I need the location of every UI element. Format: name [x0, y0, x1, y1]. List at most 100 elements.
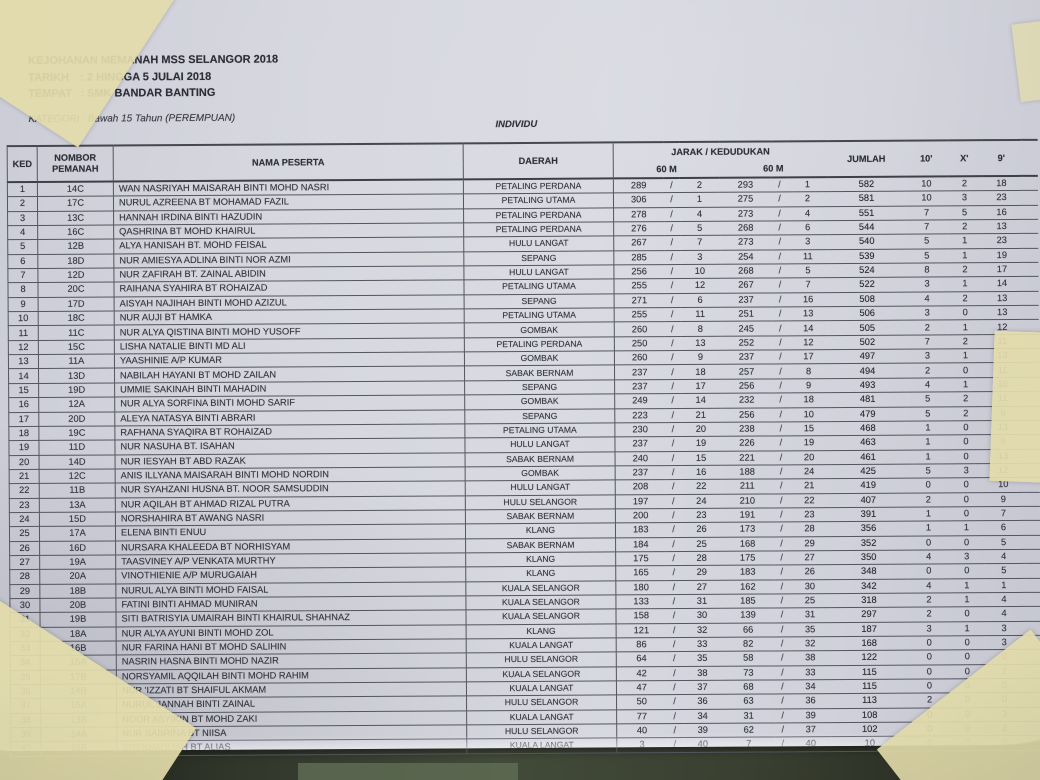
cell-score1: 260 [614, 350, 665, 366]
cell-score1: 158 [615, 608, 667, 624]
cell-nombor: 19D [38, 382, 115, 398]
cell-ten: 4 [906, 291, 949, 307]
cell-jumlah: 506 [828, 306, 907, 322]
cell-score1: 133 [615, 594, 666, 610]
cell-score2: 221 [721, 450, 774, 466]
slash: / [773, 493, 790, 508]
slash: / [772, 292, 789, 308]
cell-daerah: KLANG [465, 523, 616, 539]
cell-score2: 191 [721, 507, 774, 523]
cell-nine: 5 [983, 563, 1024, 579]
cell-daerah: HULU SELANGOR [466, 652, 617, 668]
slash: / [665, 594, 682, 609]
cell-x: 3 [949, 463, 984, 479]
cell-ten: 3 [906, 349, 949, 364]
cell-nombor: 12B [37, 239, 114, 255]
cell-score1: 42 [616, 666, 667, 681]
cell-daerah: PETALING PERDANA [463, 178, 614, 195]
cell-rank1: 19 [680, 436, 722, 452]
cell-rank2: 38 [790, 650, 831, 666]
cell-rank2: 16 [788, 292, 829, 307]
cell-x: 1 [949, 592, 984, 608]
cell-daerah: KUALA LANGAT [466, 738, 617, 754]
col-header-60m-1: 60 M [613, 161, 720, 179]
cell-rank2: 20 [789, 450, 830, 465]
cell-jumlah: 391 [829, 507, 908, 522]
cell-rank1: 24 [681, 493, 722, 509]
cell-rank2: 24 [789, 464, 830, 480]
slash: / [666, 637, 683, 652]
cell-x: 1 [948, 348, 983, 364]
cell-daerah: KUALA SELANGOR [465, 580, 616, 596]
cell-daerah: HULU LANGAT [463, 264, 614, 281]
slash: / [665, 465, 682, 480]
cell-nine: 19 [981, 248, 1022, 263]
cell-jumlah: 350 [829, 550, 908, 565]
cell-score1: 183 [615, 522, 666, 538]
cell-rank2: 17 [788, 349, 829, 365]
cell-nine: 23 [981, 233, 1022, 249]
slash: / [666, 723, 683, 739]
cell-x: 0 [949, 449, 984, 464]
cell-rank1: 27 [681, 579, 722, 595]
cell-score1: 50 [616, 694, 667, 710]
cell-score1: 289 [613, 178, 664, 194]
cell-rank1: 17 [680, 379, 721, 394]
cell-score2: 188 [721, 464, 774, 480]
slash: / [666, 694, 683, 710]
cell-nine: 13 [982, 291, 1023, 306]
cell-x: 5 [947, 205, 982, 220]
cell-nombor: 13D [38, 368, 115, 384]
cell-daerah: SEPANG [464, 293, 615, 309]
cell-x: 0 [949, 606, 985, 622]
cell-x: 3 [947, 191, 982, 206]
cell-spacer [1023, 606, 1040, 622]
cell-rank2: 26 [789, 564, 830, 580]
cell-rank1: 6 [680, 293, 721, 308]
slash: / [771, 220, 788, 236]
cell-score2: 257 [720, 364, 773, 380]
cell-nombor: 18D [37, 253, 114, 269]
cell-x: 1 [948, 377, 983, 393]
cell-score2: 31 [722, 708, 775, 724]
cell-score2: 268 [719, 220, 772, 236]
cell-ked: 25 [9, 526, 40, 542]
cell-rank1: 32 [682, 622, 723, 638]
cell-score1: 249 [614, 393, 665, 409]
slash: / [666, 737, 683, 753]
cell-ked: 14 [8, 368, 39, 384]
cell-rank2: 25 [789, 593, 830, 609]
cell-jumlah: 502 [828, 334, 907, 350]
cell-spacer [1023, 506, 1040, 521]
cell-score1: 121 [616, 623, 667, 638]
cell-ten: 1 [906, 420, 949, 436]
cell-x: 2 [947, 176, 982, 192]
cell-rank1: 23 [681, 508, 722, 523]
cell-ked: 24 [9, 512, 40, 527]
cell-ten: 5 [905, 248, 948, 264]
cell-nombor: 16C [37, 225, 114, 240]
slash: / [774, 737, 791, 752]
cell-nombor: 11A [38, 354, 115, 369]
cell-daerah: SABAK BERNAM [465, 508, 616, 525]
cell-rank1: 37 [682, 680, 723, 695]
cell-jumlah: 581 [827, 191, 906, 207]
cell-x: 0 [948, 420, 983, 436]
slash: / [663, 221, 680, 236]
cell-ten: 7 [905, 205, 948, 221]
cell-jumlah: 463 [828, 435, 908, 451]
cell-score2: 173 [721, 522, 774, 537]
cell-x: 2 [947, 219, 982, 235]
slash: / [774, 665, 791, 680]
cell-rank1: 14 [680, 393, 721, 409]
cell-ten: 5 [906, 392, 949, 407]
cell-rank2: 36 [790, 693, 831, 709]
col-header-ten: 10' [905, 140, 948, 177]
cell-rank2: 14 [788, 321, 829, 336]
cell-jumlah: 539 [827, 248, 906, 264]
cell-nine: 4 [983, 549, 1024, 564]
col-header-spacer [1021, 139, 1038, 176]
cell-score1: 255 [613, 279, 665, 294]
cell-score1: 240 [615, 451, 666, 466]
cell-rank1: 22 [681, 479, 722, 495]
